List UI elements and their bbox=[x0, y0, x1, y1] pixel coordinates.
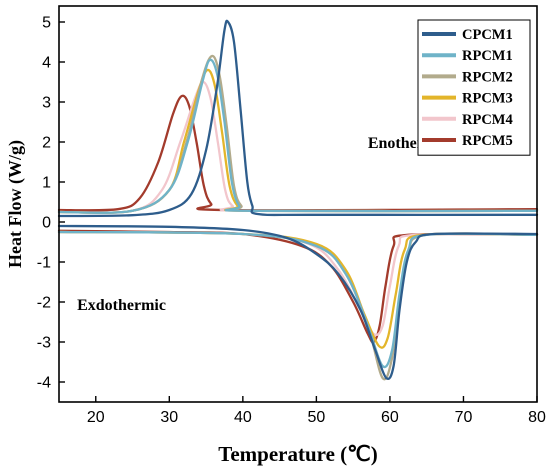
y-tick-label: 3 bbox=[42, 95, 51, 112]
y-tick-label: -3 bbox=[37, 335, 51, 352]
y-tick-label: 0 bbox=[42, 215, 51, 232]
axis-ticks: 20 30 40 50 60 70 80 -4 -3 -2 -1 0 1 2 3 4 5 bbox=[37, 15, 546, 427]
x-tick-label: 70 bbox=[455, 409, 473, 426]
legend-box bbox=[417, 19, 531, 156]
legend: CPCM1 RPCM1 RPCM2 RPCM3 RPCM4 RPCM5 bbox=[417, 19, 531, 156]
annotation-exothermic: Exdothermic bbox=[77, 297, 166, 314]
y-tick-label: 4 bbox=[42, 55, 51, 72]
series-cpcm1-cooling-line bbox=[57, 224, 539, 380]
y-tick-label: 2 bbox=[42, 135, 51, 152]
legend-label-rpcm2: RPCM2 bbox=[462, 69, 513, 85]
y-tick-label: 5 bbox=[42, 15, 51, 32]
legend-label-rpcm3: RPCM3 bbox=[462, 91, 513, 107]
legend-label-rpcm1: RPCM1 bbox=[462, 48, 513, 64]
legend-label-rpcm5: RPCM5 bbox=[462, 133, 513, 149]
x-tick-label: 80 bbox=[528, 409, 546, 426]
legend-label-cpcm1: CPCM1 bbox=[462, 27, 513, 43]
y-tick-label: -4 bbox=[37, 375, 51, 392]
x-axis-title: Temperature (℃) bbox=[218, 442, 377, 466]
x-tick-label: 30 bbox=[160, 409, 178, 426]
x-tick-label: 20 bbox=[87, 409, 105, 426]
y-axis-title: Heat Flow (W/g) bbox=[5, 140, 26, 268]
y-tick-label: -1 bbox=[37, 255, 51, 272]
plot-frame bbox=[58, 5, 538, 403]
x-tick-label: 60 bbox=[381, 409, 399, 426]
series-rpcm5-cooling-line bbox=[57, 229, 539, 344]
series-curves bbox=[57, 19, 539, 381]
series-rpcm4-cooling-line bbox=[57, 230, 539, 337]
series-rpcm1-heating-line bbox=[57, 58, 539, 214]
y-tick-label: -2 bbox=[37, 295, 51, 312]
y-tick-label: 1 bbox=[42, 175, 51, 192]
series-rpcm3-cooling-line bbox=[57, 230, 539, 349]
x-tick-label: 40 bbox=[234, 409, 252, 426]
x-tick-label: 50 bbox=[307, 409, 325, 426]
series-cpcm1-heating-line bbox=[57, 19, 539, 218]
legend-label-rpcm4: RPCM4 bbox=[462, 112, 513, 128]
